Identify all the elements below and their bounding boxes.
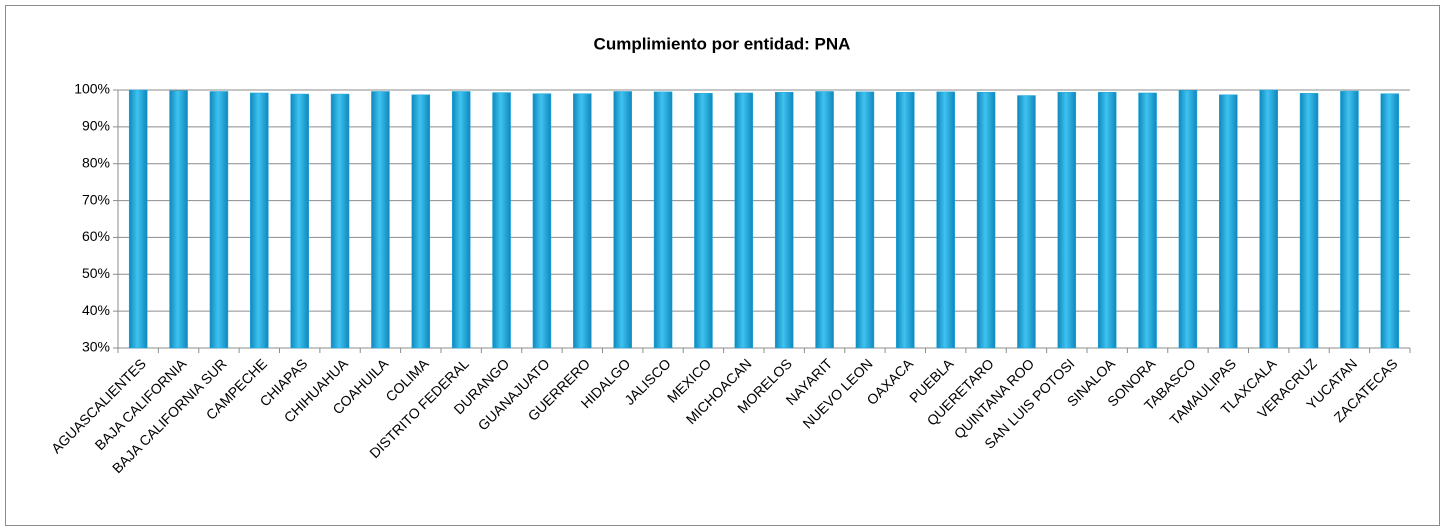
bar [169,90,188,349]
bar [936,91,955,349]
y-tick-label: 80% [82,154,110,170]
bar [411,94,431,349]
bar [653,91,673,349]
chart-title: Cumplimiento por entidad: PNA [594,34,851,53]
bar [1259,89,1278,349]
bar [573,93,592,349]
y-tick-label: 50% [82,265,110,281]
bar [1017,95,1036,349]
bar [1380,93,1400,349]
bar [1340,90,1359,349]
bar [815,91,834,349]
y-tick-label: 70% [82,191,110,207]
bar [1178,90,1198,349]
bar [330,93,350,349]
bar [371,91,390,349]
bar [1299,93,1319,349]
bar [774,91,794,349]
bar [128,89,148,349]
y-tick-label: 90% [82,118,110,134]
bar [532,93,552,349]
y-tick-label: 40% [82,302,110,318]
bar [1097,91,1117,349]
bar [1138,92,1157,349]
bar [250,92,269,349]
y-tick-label: 30% [82,339,110,355]
bar [855,91,875,349]
bar [209,91,229,349]
bar [694,93,713,349]
bar [1219,94,1238,349]
chart-frame [5,5,1440,526]
bar [492,92,511,349]
bar [976,91,996,349]
bar [451,91,471,349]
y-tick-label: 100% [74,81,110,97]
bar [896,91,915,349]
y-tick-label: 60% [82,228,110,244]
bar [1057,91,1077,349]
bar [290,93,309,349]
bar [734,92,754,349]
bar [613,91,632,349]
